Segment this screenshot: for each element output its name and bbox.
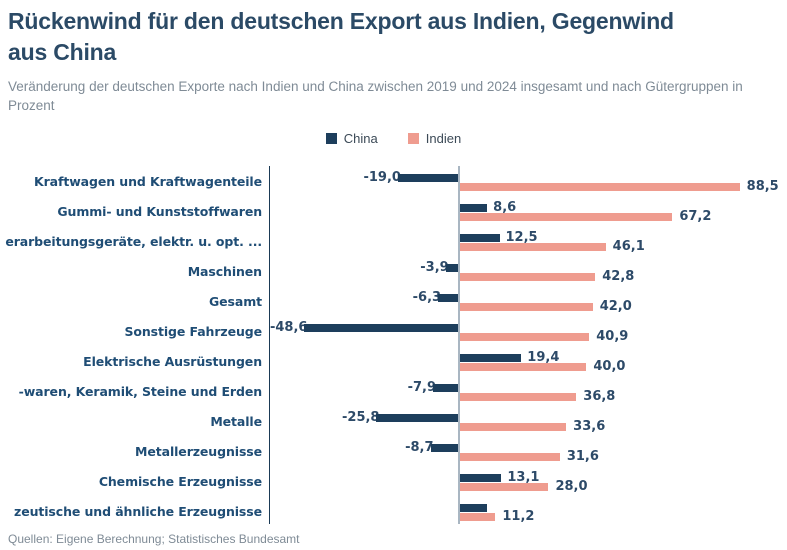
zero-baseline <box>458 166 460 524</box>
china-value-label: 13,1 <box>507 469 540 485</box>
china-bar <box>460 503 488 512</box>
china-value-label: -7,9 <box>407 379 437 395</box>
indien-bar <box>460 332 590 341</box>
china-value-label: 8,6 <box>493 199 517 215</box>
china-legend-label: China <box>343 131 378 146</box>
china-bar <box>445 263 458 272</box>
indien-bar <box>460 272 596 281</box>
china-value-label: -19,0 <box>363 169 401 185</box>
category-label: Elektrische Ausrüstungen <box>83 353 262 369</box>
category-label: Chemische Erzeugnisse <box>98 473 262 489</box>
china-value-label: -25,8 <box>342 409 380 425</box>
category-label: Gummi- und Kunststoffwaren <box>57 203 262 219</box>
china-bar <box>438 293 458 302</box>
china-value-label: 12,5 <box>505 229 538 245</box>
category-label: Gesamt <box>208 293 262 309</box>
indien-value-label: 42,0 <box>599 298 632 314</box>
indien-value-label: 46,1 <box>612 238 645 254</box>
china-value-label: 19,4 <box>527 349 560 365</box>
china-bar <box>460 203 488 212</box>
china-legend-swatch <box>325 133 337 144</box>
indien-value-label: 40,0 <box>593 358 626 374</box>
indien-value-label: 42,8 <box>602 268 635 284</box>
indien-legend-swatch <box>407 133 419 144</box>
china-bar <box>376 413 458 422</box>
indien-value-label: 36,8 <box>583 388 616 404</box>
indien-bar <box>460 212 673 221</box>
legend-item-indien: Indien <box>407 131 462 146</box>
china-bar <box>430 443 458 452</box>
indien-bar <box>460 482 549 491</box>
indien-bar <box>460 392 577 401</box>
source-note: Quellen: Eigene Berechnung; Statistische… <box>8 532 300 546</box>
indien-value-label: 40,9 <box>596 328 629 344</box>
indien-bar <box>460 242 606 251</box>
indien-value-label: 88,5 <box>746 178 779 194</box>
china-bar <box>304 323 458 332</box>
category-label: Metallerzeugnisse <box>135 443 262 459</box>
category-label: Kraftwagen und Kraftwagenteile <box>34 173 262 189</box>
china-bar <box>433 383 458 392</box>
category-label: Sonstige Fahrzeuge <box>124 323 262 339</box>
china-value-label: -48,6 <box>269 319 308 335</box>
china-bar <box>460 353 522 362</box>
bar-chart-plot: Kraftwagen und Kraftwagenteile -19,0 88,5 G… <box>0 164 787 524</box>
indien-value-label: 67,2 <box>679 208 712 224</box>
china-value-label: -8,7 <box>405 439 434 455</box>
china-bar <box>460 233 500 242</box>
chart-subtitle: Veränderung der deutschen Exporte nach I… <box>8 79 743 113</box>
legend: China Indien <box>0 131 787 146</box>
indien-bar <box>460 452 560 461</box>
y-axis-line <box>269 166 270 524</box>
category-label: -waren, Keramik, Steine und Erden <box>18 383 262 399</box>
indien-bar <box>460 302 593 311</box>
indien-value-label: 11,2 <box>502 508 535 524</box>
indien-legend-label: Indien <box>425 131 462 146</box>
indien-bar <box>460 182 740 191</box>
indien-bar <box>460 422 567 431</box>
indien-bar <box>460 362 587 371</box>
china-bar <box>460 473 502 482</box>
category-label: erarbeitungsgeräte, elektr. u. opt. ... <box>5 233 262 249</box>
china-value-label: -6,3 <box>412 289 442 305</box>
indien-value-label: 33,6 <box>573 418 606 434</box>
category-label: Maschinen <box>187 263 262 279</box>
chart-title: Rückenwind für den deutschen Export aus … <box>8 8 674 65</box>
china-value-label: -3,9 <box>420 259 449 275</box>
category-label: Metalle <box>210 413 262 429</box>
category-label: zeutische und ähnliche Erzeugnisse <box>14 503 262 519</box>
china-bar <box>397 173 458 182</box>
indien-value-label: 28,0 <box>555 478 588 494</box>
indien-bar <box>460 512 496 521</box>
legend-item-china: China <box>325 131 378 146</box>
indien-value-label: 31,6 <box>566 448 599 464</box>
